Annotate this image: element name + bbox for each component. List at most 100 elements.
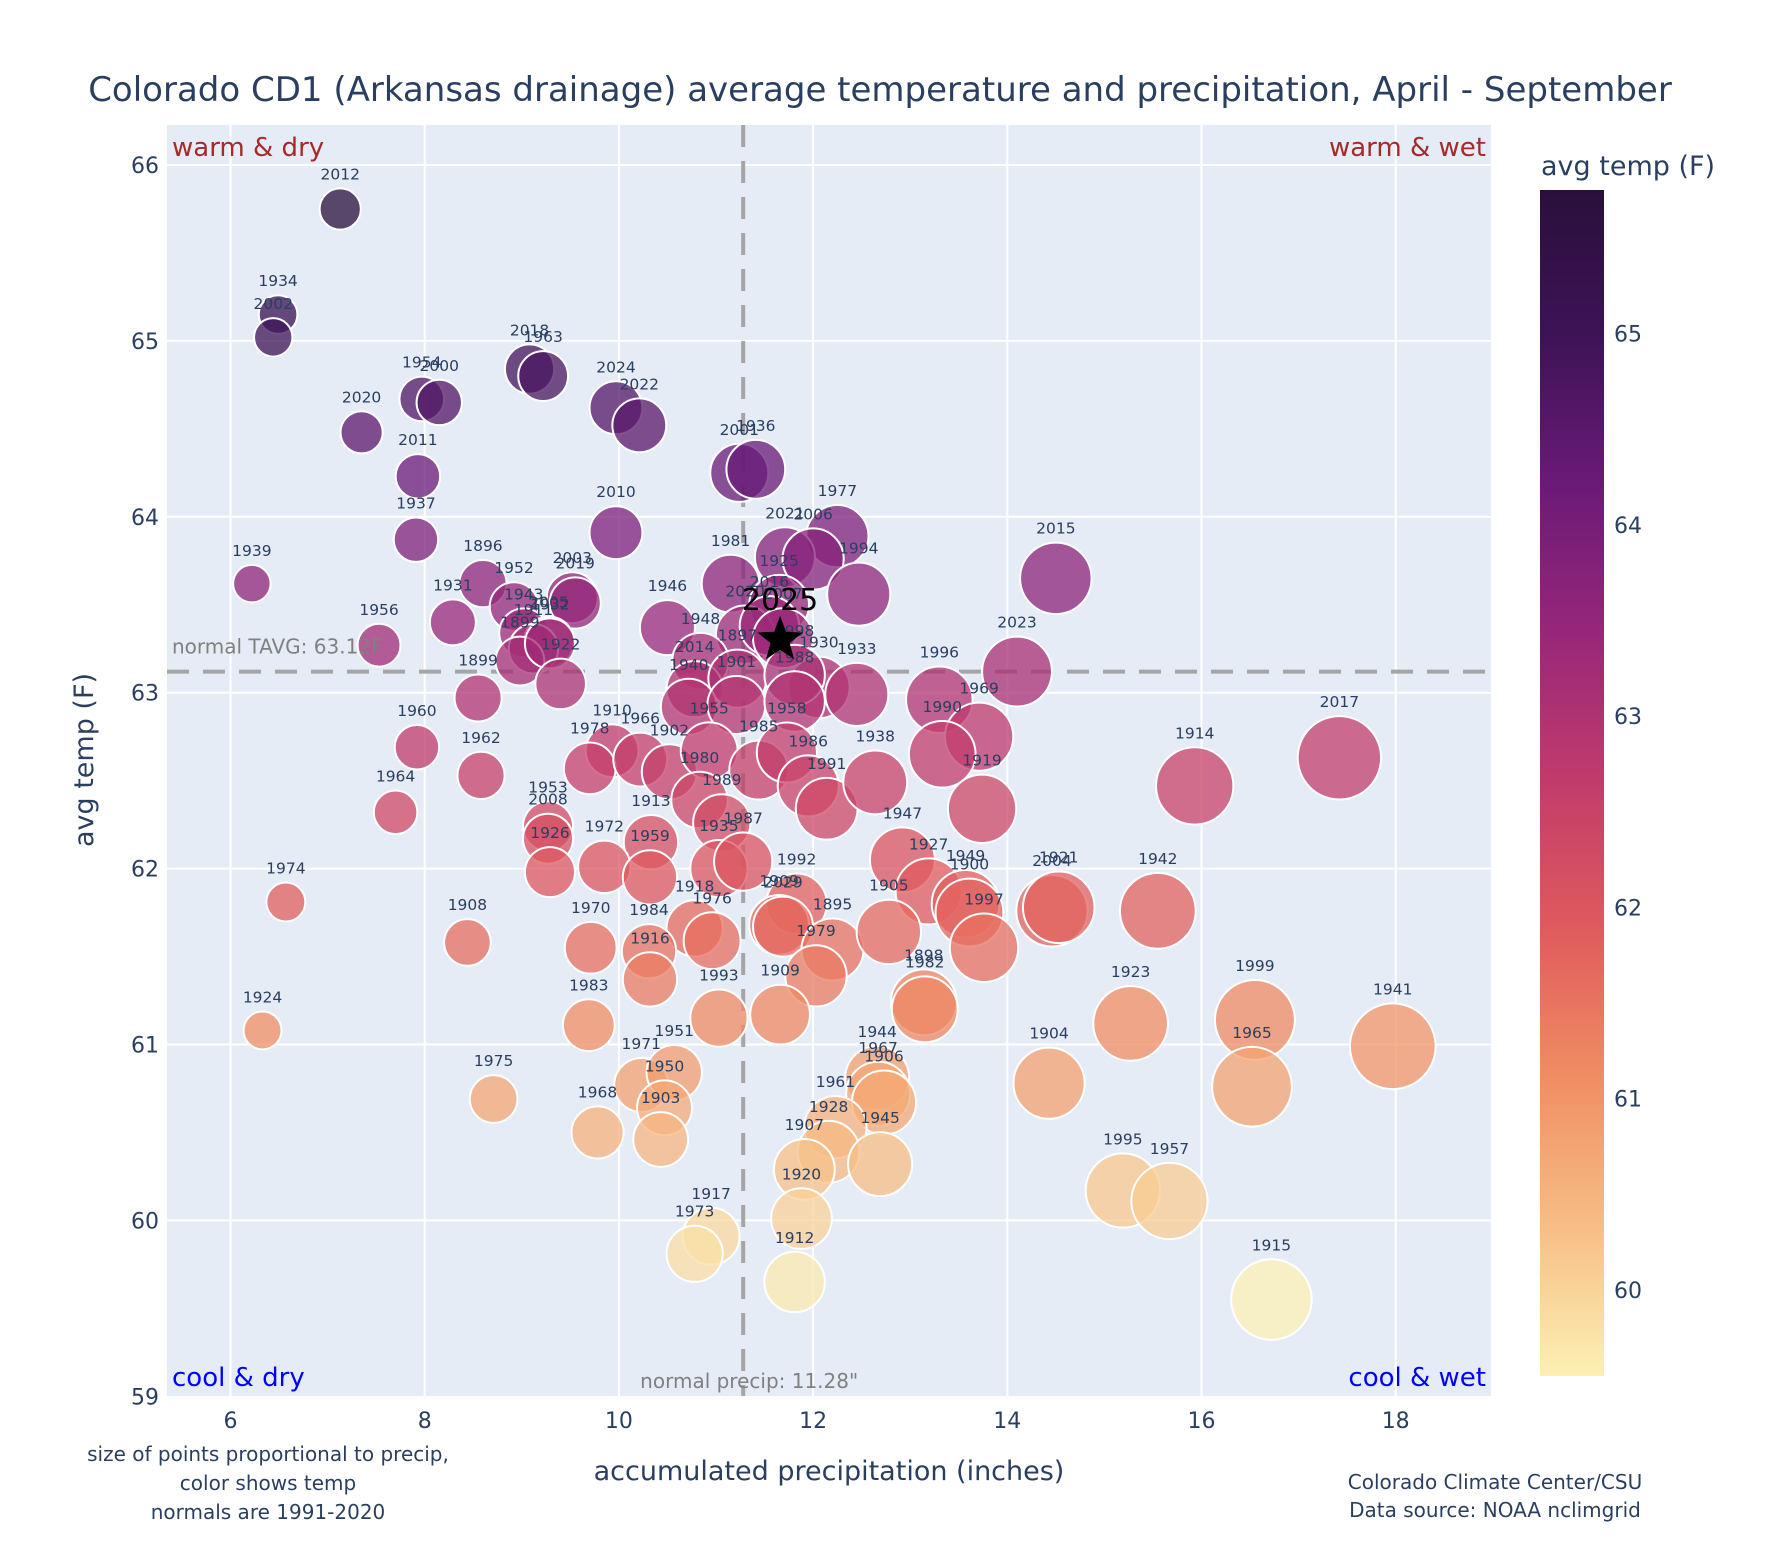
point-label: 1919 bbox=[962, 752, 1001, 770]
point-label: 1947 bbox=[883, 804, 922, 822]
point-label: 1967 bbox=[858, 1039, 897, 1057]
note-right-line-2: Data source: NOAA nclimgrid bbox=[1349, 1498, 1641, 1522]
point-label: 2007 bbox=[763, 585, 802, 603]
point-label: 1997 bbox=[964, 891, 1003, 909]
data-point bbox=[1130, 1161, 1209, 1241]
data-point bbox=[534, 657, 587, 711]
data-point bbox=[725, 438, 787, 500]
data-point bbox=[468, 1074, 519, 1124]
point-label: 1939 bbox=[232, 542, 271, 560]
data-point bbox=[621, 951, 679, 1008]
point-label: 1962 bbox=[461, 729, 500, 747]
data-point bbox=[824, 661, 890, 727]
point-label: 1979 bbox=[796, 922, 835, 940]
data-point bbox=[428, 598, 477, 647]
highlight-label: 2025 bbox=[742, 583, 818, 618]
colorbar bbox=[1540, 190, 1604, 1376]
x-tick-label: 18 bbox=[1382, 1409, 1410, 1434]
point-label: 2011 bbox=[398, 431, 437, 449]
point-label: 1901 bbox=[717, 653, 756, 671]
point-label: 1910 bbox=[592, 701, 631, 719]
point-label: 1983 bbox=[569, 976, 608, 994]
point-label: 1903 bbox=[641, 1089, 680, 1107]
data-point bbox=[665, 1224, 724, 1283]
point-label: 1982 bbox=[905, 953, 944, 971]
point-label: 1968 bbox=[578, 1083, 617, 1101]
point-label: 1905 bbox=[869, 877, 908, 895]
data-point bbox=[339, 410, 384, 455]
data-point bbox=[1012, 1046, 1086, 1120]
point-label: 1916 bbox=[630, 929, 669, 947]
note-right-line-1: Colorado Climate Center/CSU bbox=[1348, 1470, 1642, 1494]
point-label: 1900 bbox=[950, 856, 989, 874]
y-tick-label: 66 bbox=[131, 154, 159, 179]
data-point bbox=[232, 563, 272, 604]
point-label: 1935 bbox=[699, 817, 738, 835]
point-label: 1994 bbox=[839, 540, 878, 558]
point-label: 1932 bbox=[530, 595, 569, 613]
quadrant-cool-wet: cool & wet bbox=[1348, 1363, 1486, 1393]
colorbar-tick-label: 65 bbox=[1614, 322, 1642, 347]
point-label: 2014 bbox=[675, 638, 714, 656]
point-label: 2018 bbox=[510, 321, 549, 339]
point-label: 1960 bbox=[397, 702, 436, 720]
point-label: 2006 bbox=[793, 505, 832, 523]
data-point bbox=[682, 911, 742, 971]
data-point bbox=[356, 622, 402, 668]
point-label: 1943 bbox=[504, 585, 543, 603]
y-tick-labels: 59 60 61 62 63 64 65 66 bbox=[131, 154, 159, 1410]
x-tick-label: 6 bbox=[224, 1409, 238, 1434]
point-label: 1955 bbox=[689, 699, 728, 717]
point-label: 1972 bbox=[585, 818, 624, 836]
point-label: 1952 bbox=[494, 559, 533, 577]
point-label: 1958 bbox=[767, 699, 806, 717]
point-label: 1986 bbox=[789, 732, 828, 750]
data-point bbox=[713, 831, 774, 892]
point-label: 1953 bbox=[528, 778, 567, 796]
normal-tavg-label: normal TAVG: 63.12F bbox=[172, 635, 383, 659]
data-point bbox=[588, 505, 644, 561]
point-label: 1927 bbox=[909, 835, 948, 853]
point-label: 1913 bbox=[631, 792, 670, 810]
point-label: 1988 bbox=[775, 648, 814, 666]
data-point bbox=[770, 1187, 833, 1250]
y-tick-label: 60 bbox=[131, 1209, 159, 1234]
data-point bbox=[453, 673, 503, 723]
point-label: 1931 bbox=[433, 576, 472, 594]
data-point bbox=[847, 1131, 914, 1198]
data-point bbox=[394, 453, 442, 500]
point-label: 1908 bbox=[448, 896, 487, 914]
data-point bbox=[784, 944, 848, 1008]
point-label: 1902 bbox=[650, 721, 689, 739]
point-label: 1937 bbox=[396, 494, 435, 512]
point-label: 1976 bbox=[692, 889, 731, 907]
colorbar-tick-label: 62 bbox=[1614, 896, 1642, 921]
point-label: 1989 bbox=[702, 771, 741, 789]
point-label: 1995 bbox=[1103, 1130, 1142, 1148]
point-label: 1930 bbox=[799, 634, 838, 652]
point-label: 1956 bbox=[359, 601, 398, 619]
point-label: 1978 bbox=[570, 719, 609, 737]
point-label: 2024 bbox=[596, 358, 635, 376]
colorbar-tick-label: 60 bbox=[1614, 1279, 1642, 1304]
point-label: 1944 bbox=[857, 1023, 896, 1041]
point-label: 1909 bbox=[760, 962, 799, 980]
point-label: 1933 bbox=[837, 640, 876, 658]
note-left-line-2: color shows temp bbox=[180, 1471, 356, 1495]
point-label: 1940 bbox=[669, 656, 708, 674]
note-left-line-1: size of points proportional to precip, bbox=[87, 1442, 449, 1466]
point-label: 1925 bbox=[759, 552, 798, 570]
point-label: 2012 bbox=[320, 165, 359, 183]
point-label: 1907 bbox=[785, 1116, 824, 1134]
point-label: 1999 bbox=[1235, 957, 1274, 975]
data-point bbox=[1211, 1045, 1293, 1128]
point-label: 2017 bbox=[1320, 693, 1359, 711]
point-label: 1899 bbox=[458, 651, 497, 669]
data-point bbox=[1348, 1002, 1437, 1091]
point-label: 1941 bbox=[1373, 980, 1412, 998]
point-label: 2023 bbox=[997, 614, 1036, 632]
point-label: 1909 bbox=[759, 872, 798, 890]
point-label: 1906 bbox=[864, 1047, 903, 1065]
y-tick-label: 61 bbox=[131, 1034, 159, 1059]
